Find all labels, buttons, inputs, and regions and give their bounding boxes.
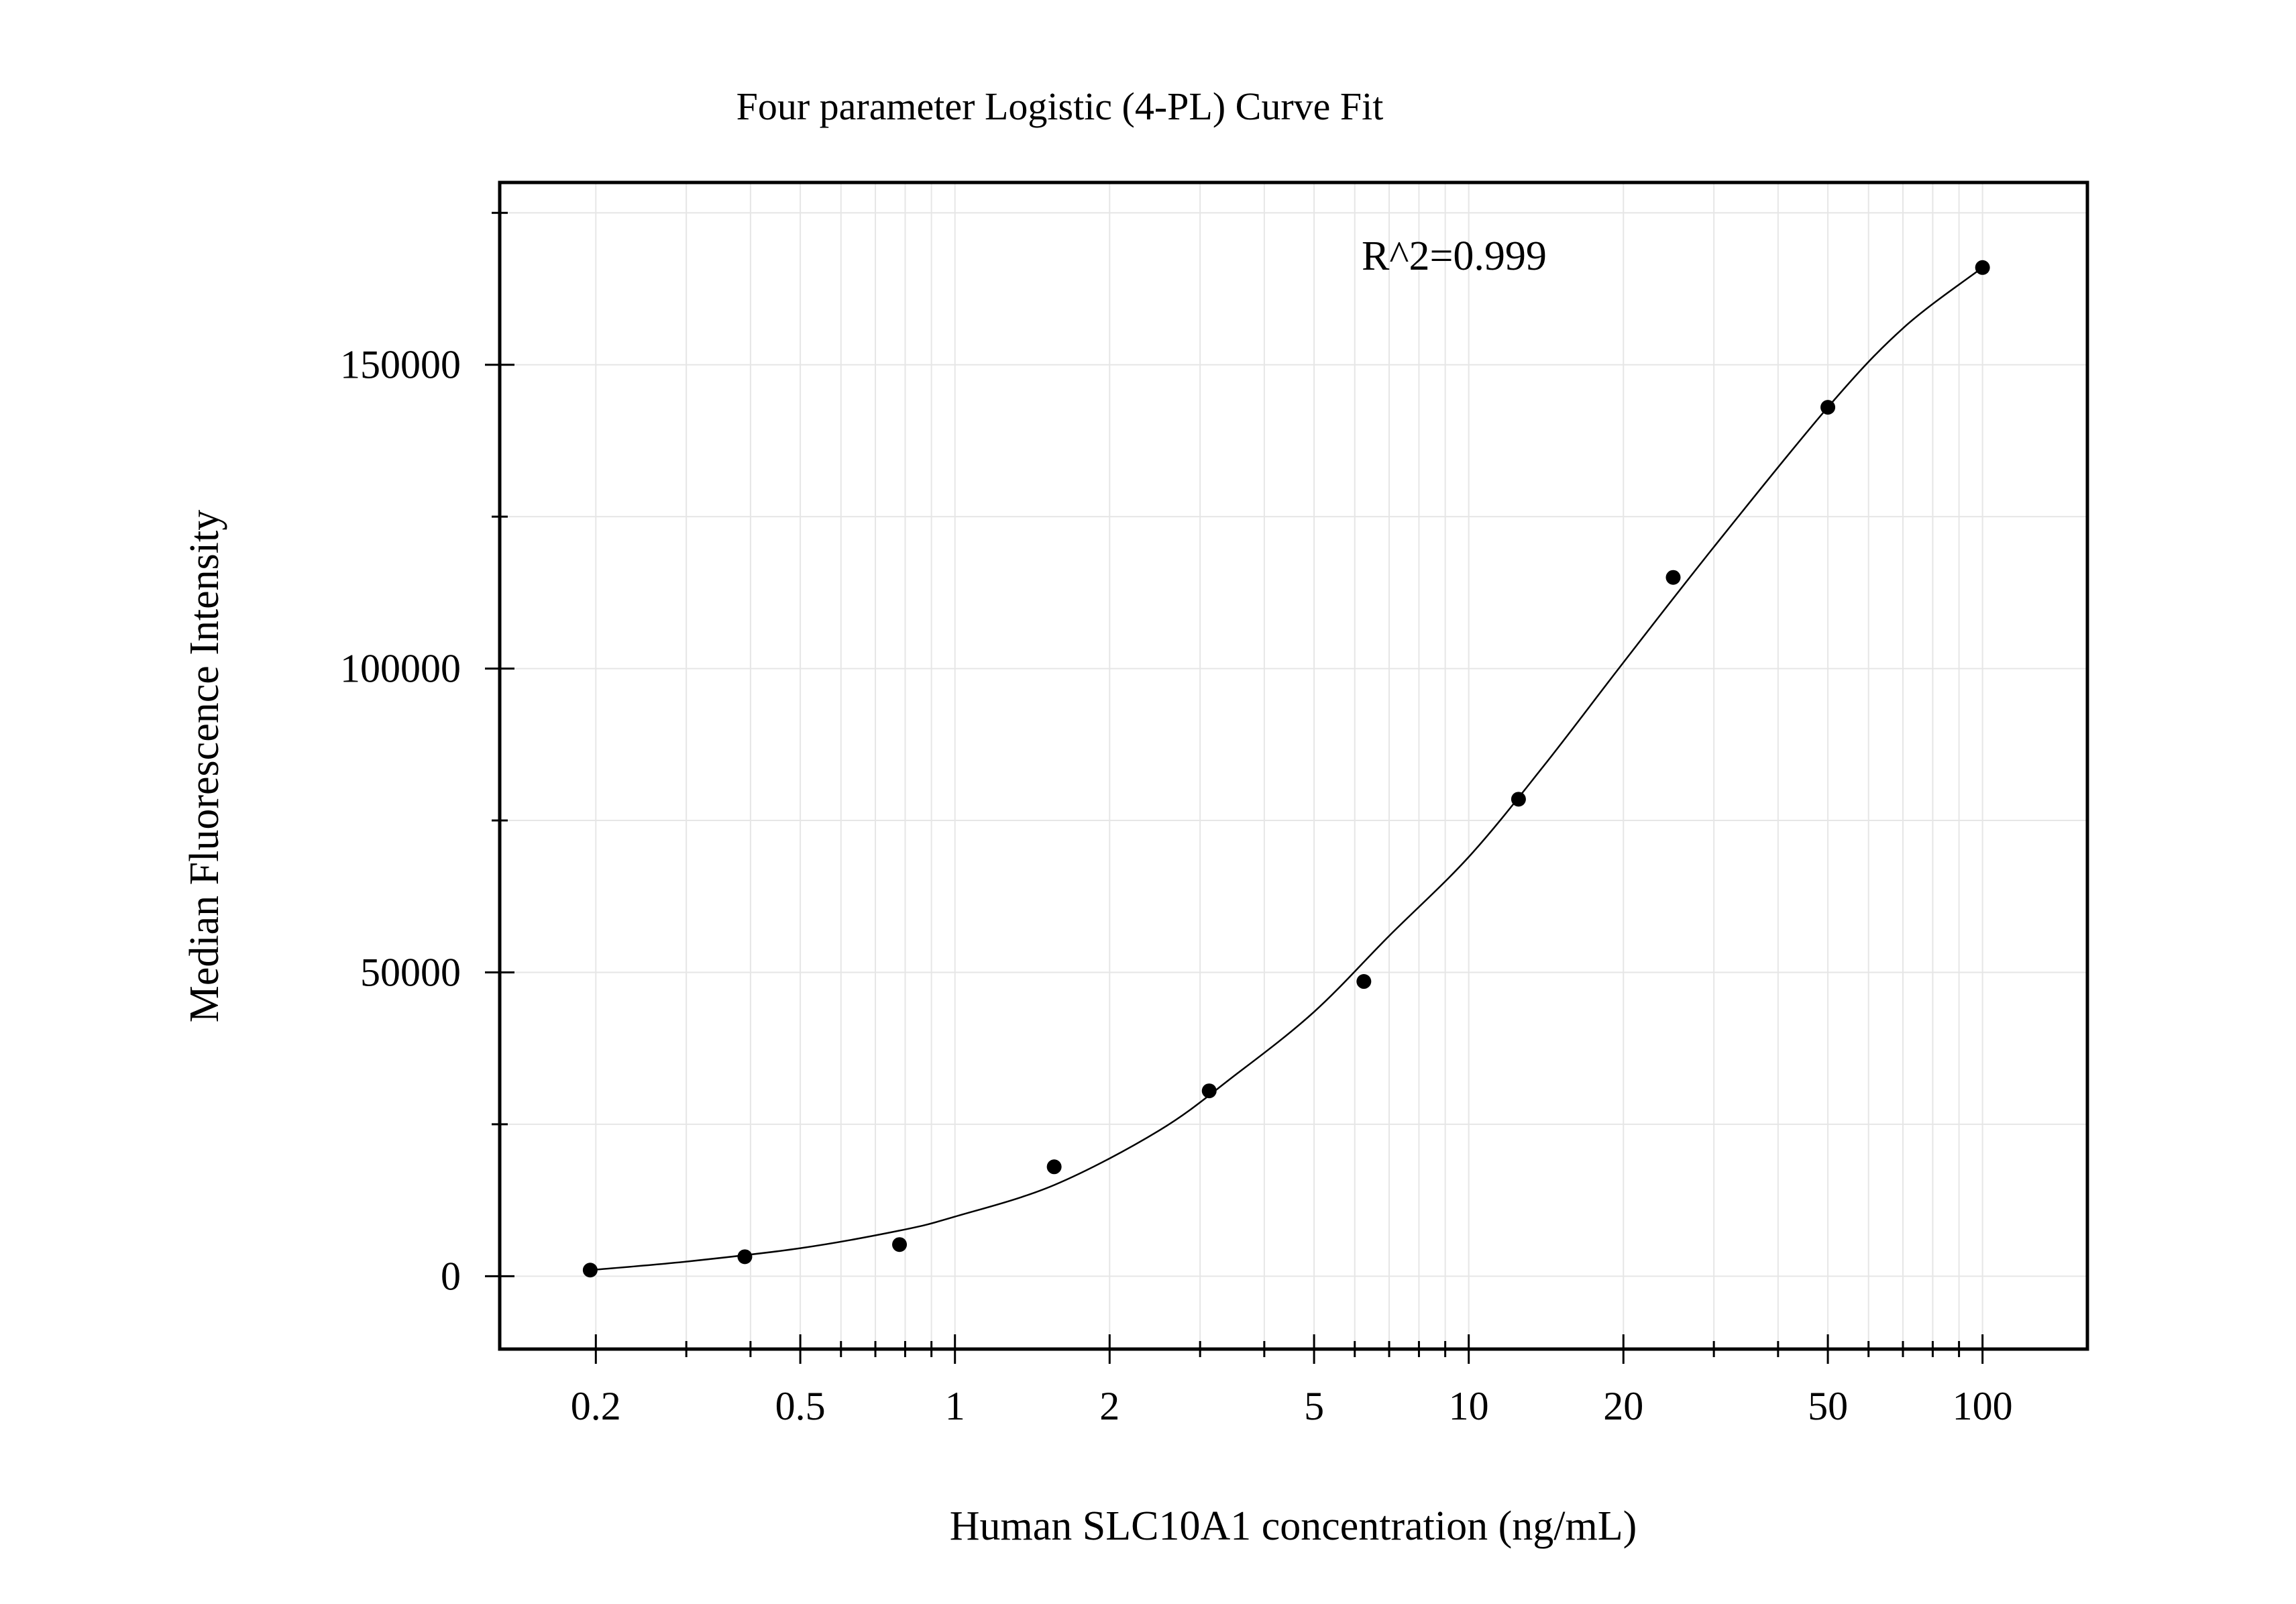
x-tick-label: 2 — [1099, 1384, 1119, 1428]
data-point — [1201, 1083, 1217, 1099]
data-point — [1511, 792, 1526, 807]
y-tick-label: 50000 — [360, 950, 461, 994]
data-point — [1356, 974, 1372, 990]
y-tick-label: 150000 — [340, 343, 461, 387]
data-point — [582, 1263, 598, 1278]
x-tick-label: 50 — [1808, 1384, 1848, 1428]
data-point — [1975, 260, 1990, 275]
grid-lines — [500, 182, 2087, 1349]
x-tick-labels: 0.2 0.5 1 2 5 10 20 50 100 — [571, 1384, 2013, 1428]
chart-title: Four parameter Logistic (4-PL) Curve Fit — [736, 85, 1384, 128]
data-point — [1665, 570, 1681, 585]
data-point — [1820, 400, 1836, 415]
fit-curve-layer — [590, 266, 1983, 1271]
x-tick-label: 100 — [1953, 1384, 2013, 1428]
data-point — [892, 1237, 908, 1252]
data-point — [1046, 1159, 1062, 1175]
y-tick-label: 100000 — [340, 647, 461, 691]
x-axis-label: Human SLC10A1 concentration (ng/mL) — [950, 1503, 1637, 1549]
x-tick-label: 5 — [1304, 1384, 1324, 1428]
y-axis-label: Median Fluorescence Intensity — [182, 510, 227, 1022]
x-tick-label: 1 — [945, 1384, 965, 1428]
data-point — [737, 1249, 753, 1265]
x-tick-label: 0.5 — [775, 1384, 826, 1428]
fit-curve — [590, 266, 1983, 1271]
r-squared-annotation: R^2=0.999 — [1362, 233, 1547, 279]
x-tick-label: 10 — [1449, 1384, 1489, 1428]
axis-ticks — [485, 211, 1984, 1364]
y-tick-label: 0 — [441, 1254, 461, 1298]
data-points — [582, 260, 1990, 1278]
x-tick-label: 20 — [1603, 1384, 1643, 1428]
plot-frame — [498, 180, 2089, 1351]
y-tick-labels: 0 50000 100000 150000 — [340, 343, 461, 1299]
x-tick-label: 0.2 — [571, 1384, 621, 1428]
